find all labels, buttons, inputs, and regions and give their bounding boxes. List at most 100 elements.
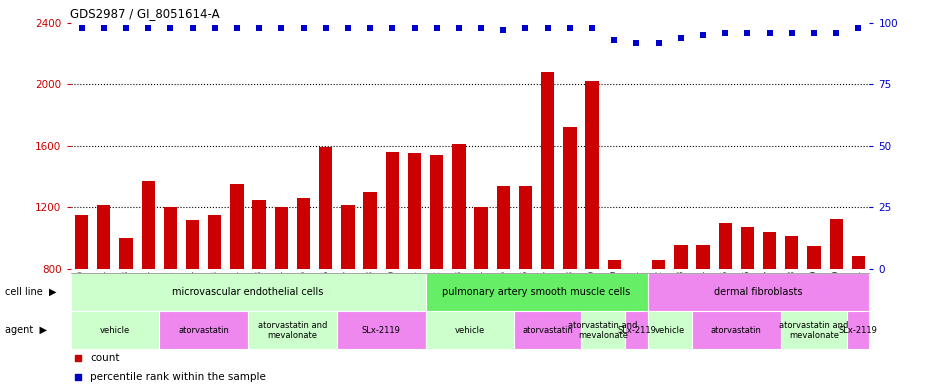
Text: agent  ▶: agent ▶ (5, 325, 47, 335)
Point (74, 25, 89, 31)
Bar (142, 181, 155, 269)
Point (252, 25, 267, 31)
Text: vehicle: vehicle (100, 326, 130, 335)
Text: percentile rank within the sample: percentile rank within the sample (90, 372, 266, 382)
Bar (741, 227, 754, 269)
Bar (807, 246, 821, 269)
Bar (364, 192, 377, 269)
Point (229, 25, 244, 31)
Point (851, 25, 866, 31)
Point (829, 30, 844, 36)
Bar (319, 147, 333, 269)
Bar (625, 311, 648, 349)
Bar (692, 311, 781, 349)
Text: vehicle: vehicle (455, 326, 485, 335)
Bar (514, 311, 581, 349)
Bar (230, 184, 243, 269)
Text: dermal fibroblasts: dermal fibroblasts (714, 287, 803, 297)
Bar (208, 215, 222, 269)
Point (407, 25, 422, 31)
Bar (426, 311, 514, 349)
Bar (785, 236, 798, 269)
Bar (159, 311, 248, 349)
Point (451, 25, 466, 31)
Point (274, 25, 289, 31)
Point (296, 25, 311, 31)
Point (340, 25, 355, 31)
Point (118, 25, 133, 31)
Bar (519, 186, 532, 269)
Bar (763, 232, 776, 269)
Text: atorvastatin: atorvastatin (711, 326, 761, 335)
Point (807, 30, 822, 36)
Bar (847, 311, 870, 349)
Text: atorvastatin and
mevalonate: atorvastatin and mevalonate (569, 321, 638, 340)
Point (651, 40, 666, 46)
Point (562, 25, 577, 31)
Bar (297, 198, 310, 269)
Bar (829, 219, 843, 269)
Text: pulmonary artery smooth muscle cells: pulmonary artery smooth muscle cells (443, 287, 631, 297)
Bar (475, 207, 488, 269)
Bar (274, 207, 288, 269)
Point (696, 32, 711, 38)
Bar (253, 200, 266, 269)
Text: count: count (90, 353, 120, 363)
Bar (648, 311, 692, 349)
Bar (781, 311, 847, 349)
Bar (586, 81, 599, 269)
Text: SLx-2119: SLx-2119 (617, 326, 656, 335)
Point (629, 40, 644, 46)
Point (163, 25, 178, 31)
Bar (186, 220, 199, 269)
Bar (164, 207, 177, 269)
Text: atorvastatin: atorvastatin (179, 326, 229, 335)
Text: atorvastatin and
mevalonate: atorvastatin and mevalonate (258, 321, 327, 340)
Bar (652, 260, 666, 269)
Text: atorvastatin and
mevalonate: atorvastatin and mevalonate (779, 321, 849, 340)
Bar (541, 72, 555, 269)
Bar (852, 256, 865, 269)
Bar (119, 238, 133, 269)
Bar (648, 273, 870, 311)
Bar (426, 273, 648, 311)
Text: SLx-2119: SLx-2119 (839, 326, 878, 335)
Bar (581, 311, 625, 349)
Point (363, 25, 378, 31)
Bar (607, 260, 621, 269)
Bar (248, 311, 337, 349)
Text: GDS2987 / GI_8051614-A: GDS2987 / GI_8051614-A (70, 7, 220, 20)
Bar (430, 155, 444, 269)
Point (518, 25, 533, 31)
Point (319, 25, 334, 31)
Point (495, 27, 510, 33)
Bar (630, 269, 643, 273)
Point (740, 30, 755, 36)
Point (474, 25, 489, 31)
Text: SLx-2119: SLx-2119 (362, 326, 400, 335)
Point (540, 25, 556, 31)
Point (141, 25, 156, 31)
Text: microvascular endothelial cells: microvascular endothelial cells (172, 287, 323, 297)
Text: atorvastatin: atorvastatin (523, 326, 573, 335)
Point (430, 25, 445, 31)
Bar (563, 127, 576, 269)
Point (606, 37, 621, 43)
Text: cell line  ▶: cell line ▶ (5, 287, 56, 297)
Point (585, 25, 600, 31)
Bar (452, 144, 465, 269)
Bar (385, 152, 399, 269)
Point (718, 30, 733, 36)
Text: vehicle: vehicle (654, 326, 685, 335)
Point (762, 30, 777, 36)
Bar (337, 311, 426, 349)
Bar (408, 153, 421, 269)
Bar (674, 245, 687, 269)
Point (96, 25, 111, 31)
Point (784, 30, 799, 36)
Bar (697, 245, 710, 269)
Bar (70, 273, 426, 311)
Point (185, 25, 200, 31)
Point (384, 25, 400, 31)
Point (673, 35, 688, 41)
